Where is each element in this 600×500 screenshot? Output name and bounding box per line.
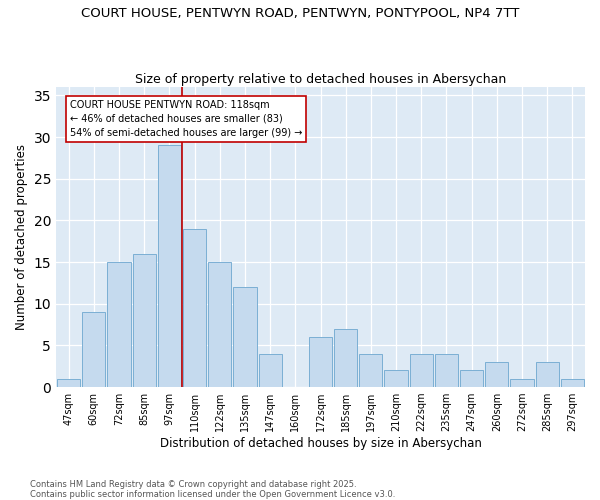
Title: Size of property relative to detached houses in Abersychan: Size of property relative to detached ho… xyxy=(135,73,506,86)
Bar xyxy=(233,287,257,387)
Y-axis label: Number of detached properties: Number of detached properties xyxy=(15,144,28,330)
Text: COURT HOUSE PENTWYN ROAD: 118sqm
← 46% of detached houses are smaller (83)
54% o: COURT HOUSE PENTWYN ROAD: 118sqm ← 46% o… xyxy=(70,100,302,138)
Bar xyxy=(133,254,156,387)
X-axis label: Distribution of detached houses by size in Abersychan: Distribution of detached houses by size … xyxy=(160,437,481,450)
Bar xyxy=(82,312,106,387)
Bar xyxy=(435,354,458,387)
Bar xyxy=(259,354,282,387)
Bar xyxy=(485,362,508,387)
Bar xyxy=(410,354,433,387)
Bar xyxy=(536,362,559,387)
Bar xyxy=(57,379,80,387)
Bar xyxy=(334,329,357,387)
Text: Contains HM Land Registry data © Crown copyright and database right 2025.
Contai: Contains HM Land Registry data © Crown c… xyxy=(30,480,395,499)
Bar xyxy=(511,379,533,387)
Bar xyxy=(107,262,131,387)
Bar xyxy=(183,229,206,387)
Bar xyxy=(208,262,232,387)
Text: COURT HOUSE, PENTWYN ROAD, PENTWYN, PONTYPOOL, NP4 7TT: COURT HOUSE, PENTWYN ROAD, PENTWYN, PONT… xyxy=(81,8,519,20)
Bar xyxy=(359,354,382,387)
Bar xyxy=(460,370,483,387)
Bar xyxy=(309,337,332,387)
Bar xyxy=(561,379,584,387)
Bar xyxy=(158,146,181,387)
Bar xyxy=(385,370,407,387)
